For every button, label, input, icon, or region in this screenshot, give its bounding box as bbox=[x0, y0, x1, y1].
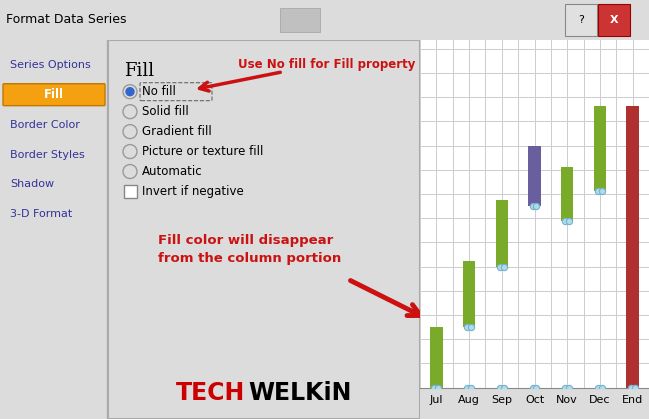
Text: Format Data Series: Format Data Series bbox=[6, 13, 127, 26]
Circle shape bbox=[126, 88, 134, 96]
Text: Solid fill: Solid fill bbox=[142, 105, 189, 118]
Bar bbox=[561, 167, 574, 221]
Text: Fill: Fill bbox=[124, 62, 154, 80]
Bar bbox=[430, 327, 443, 388]
Bar bbox=[528, 206, 541, 388]
Text: Use No fill for Fill property: Use No fill for Fill property bbox=[238, 58, 415, 71]
Text: ?: ? bbox=[578, 15, 584, 25]
Text: 3-D Format: 3-D Format bbox=[10, 210, 72, 220]
Text: Automatic: Automatic bbox=[142, 165, 202, 178]
Text: Border Styles: Border Styles bbox=[10, 150, 85, 160]
Bar bbox=[626, 106, 639, 388]
Bar bbox=[463, 261, 475, 327]
Bar bbox=[528, 146, 541, 206]
FancyBboxPatch shape bbox=[3, 84, 105, 106]
Text: Series Options: Series Options bbox=[10, 60, 91, 70]
Text: No fill: No fill bbox=[142, 85, 176, 98]
Text: Border Color: Border Color bbox=[10, 120, 80, 129]
Text: Shadow: Shadow bbox=[10, 179, 54, 189]
Bar bbox=[594, 191, 606, 388]
Bar bbox=[565, 4, 597, 36]
Text: Fill: Fill bbox=[44, 88, 64, 101]
Bar bbox=[594, 106, 606, 191]
Bar bbox=[496, 266, 508, 388]
Bar bbox=[561, 221, 574, 388]
Text: Gradient fill: Gradient fill bbox=[142, 125, 212, 138]
Bar bbox=[598, 4, 630, 36]
Text: TECH: TECH bbox=[176, 381, 245, 405]
Text: WELKiN: WELKiN bbox=[248, 381, 351, 405]
Text: Fill color will disappear
from the column portion: Fill color will disappear from the colum… bbox=[158, 234, 341, 265]
Text: Invert if negative: Invert if negative bbox=[142, 185, 244, 198]
Text: Picture or texture fill: Picture or texture fill bbox=[142, 145, 263, 158]
Bar bbox=[280, 8, 320, 32]
Bar bbox=[463, 327, 475, 388]
Bar bbox=[124, 186, 137, 199]
Text: X: X bbox=[609, 15, 618, 25]
Bar bbox=[496, 200, 508, 266]
